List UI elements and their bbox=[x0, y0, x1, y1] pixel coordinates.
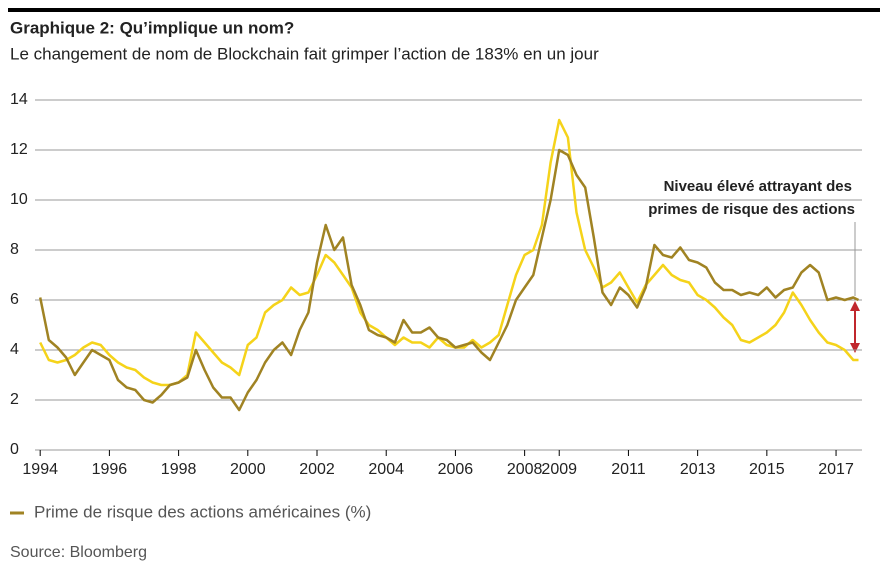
x-tick-label: 2009 bbox=[541, 461, 577, 478]
x-tick-label: 2006 bbox=[438, 461, 474, 478]
y-tick-label: 10 bbox=[10, 191, 28, 208]
x-tick-label: 2017 bbox=[818, 461, 854, 478]
x-tick-label: 2011 bbox=[611, 461, 646, 478]
y-tick-label: 0 bbox=[10, 441, 19, 458]
y-tick-label: 8 bbox=[10, 241, 19, 258]
x-tick-label: 1998 bbox=[161, 461, 197, 478]
y-tick-label: 14 bbox=[10, 91, 28, 108]
series-line bbox=[38, 148, 860, 412]
x-tick-label: 2008 bbox=[507, 461, 543, 478]
y-tick-label: 2 bbox=[10, 391, 19, 408]
x-tick-label: 2004 bbox=[368, 461, 404, 478]
top-rule bbox=[8, 8, 880, 12]
x-tick-label: 1994 bbox=[22, 461, 58, 478]
x-tick-label: 2013 bbox=[680, 461, 716, 478]
annotation: primes de risque des actions bbox=[648, 201, 855, 218]
y-tick-label: 12 bbox=[10, 141, 28, 158]
chart-subtitle: Le changement de nom de Blockchain fait … bbox=[10, 44, 599, 63]
legend-label: Prime de risque des actions américaines … bbox=[34, 502, 371, 521]
series-line bbox=[39, 118, 859, 387]
chart-title: Graphique 2: Qu’implique un nom? bbox=[10, 18, 294, 37]
x-tick-label: 2015 bbox=[749, 461, 785, 478]
y-tick-label: 4 bbox=[10, 341, 19, 358]
source: Source: Bloomberg bbox=[10, 544, 147, 561]
y-tick-label: 6 bbox=[10, 291, 19, 308]
x-tick-label: 2000 bbox=[230, 461, 266, 478]
x-tick-label: 2002 bbox=[299, 461, 335, 478]
annotation: Niveau élevé attrayant des bbox=[664, 178, 852, 195]
x-tick-label: 1996 bbox=[92, 461, 128, 478]
